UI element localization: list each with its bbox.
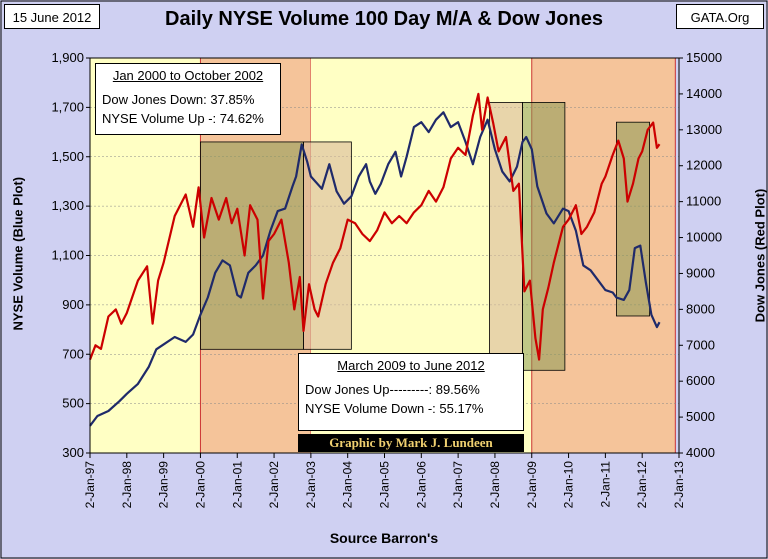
date-label: 15 June 2012 [4, 4, 100, 29]
x-tick-label: 2-Jan-97 [83, 461, 97, 509]
x-tick-label: 2-Jan-08 [488, 461, 502, 509]
x-tick-label: 2-Jan-99 [157, 461, 171, 509]
annotation-2000-line2: NYSE Volume Up -: 74.62% [102, 111, 264, 126]
y-right-tick-label: 13000 [686, 122, 722, 137]
nyse-volume-line [89, 111, 661, 427]
highlight-box [200, 141, 304, 350]
site-label: GATA.Org [676, 4, 764, 29]
y-left-tick-label: 1,900 [51, 50, 84, 65]
y-right-tick-label: 6000 [686, 373, 715, 388]
annotation-box-2009: March 2009 to June 2012 Dow Jones Up----… [298, 353, 524, 431]
y-left-tick-label: 1,700 [51, 99, 84, 114]
annotation-2009-line1: Dow Jones Up---------: 89.56% [305, 382, 480, 397]
source-label: Source Barron's [329, 530, 439, 546]
y-right-tick-label: 15000 [686, 50, 722, 65]
y-right-tick-label: 7000 [686, 337, 715, 352]
y-left-tick-label: 1,300 [51, 198, 84, 213]
x-tick-label: 2-Jan-01 [230, 461, 244, 509]
x-tick-label: 2-Jan-98 [120, 461, 134, 509]
credit-label: Graphic by Mark J. Lundeen [298, 434, 524, 452]
y-left-tick-label: 700 [62, 346, 84, 361]
y-right-tick-label: 12000 [686, 158, 722, 173]
y-left-tick-label: 900 [62, 297, 84, 312]
x-tick-label: 2-Jan-12 [635, 461, 649, 509]
annotation-2009-heading: March 2009 to June 2012 [337, 358, 485, 373]
x-tick-label: 2-Jan-07 [451, 461, 465, 509]
x-tick-label: 2-Jan-03 [304, 461, 318, 509]
dow-jones-line [88, 92, 661, 361]
x-tick-label: 2-Jan-05 [378, 461, 392, 509]
y-right-tick-label: 4000 [686, 445, 715, 460]
y-right-tick-label: 5000 [686, 409, 715, 424]
y-right-tick-label: 11000 [686, 194, 721, 209]
y-left-tick-label: 300 [62, 445, 84, 460]
y-left-tick-label: 500 [62, 396, 84, 411]
y-left-tick-label: 1,500 [51, 149, 84, 164]
y-right-tick-label: 14000 [686, 86, 722, 101]
x-tick-label: 2-Jan-10 [562, 461, 576, 509]
y-right-tick-label: 10000 [686, 230, 722, 245]
annotation-2009-line2: NYSE Volume Down -: 55.17% [305, 401, 484, 416]
x-tick-label: 2-Jan-06 [414, 461, 428, 509]
annotation-2000-line1: Dow Jones Down: 37.85% [102, 92, 255, 107]
annotation-2000-heading: Jan 2000 to October 2002 [112, 68, 264, 83]
y-left-axis-label: NYSE Volume (Blue Plot) [10, 176, 26, 331]
x-tick-label: 2-Jan-04 [341, 461, 355, 509]
y-right-axis-label: Dow Jones (Red Plot) [752, 188, 768, 323]
x-tick-label: 2-Jan-02 [267, 461, 281, 509]
y-left-tick-label: 1,100 [51, 248, 84, 263]
x-tick-label: 2-Jan-09 [525, 461, 539, 509]
annotation-box-2000: Jan 2000 to October 2002 Dow Jones Down:… [95, 63, 281, 135]
chart-title: Daily NYSE Volume 100 Day M/A & Dow Jone… [165, 8, 603, 30]
x-tick-label: 2-Jan-13 [672, 461, 686, 509]
y-right-tick-label: 8000 [686, 301, 715, 316]
x-tick-label: 2-Jan-00 [193, 461, 207, 509]
x-tick-label: 2-Jan-11 [598, 461, 612, 508]
y-right-tick-label: 9000 [686, 265, 715, 280]
